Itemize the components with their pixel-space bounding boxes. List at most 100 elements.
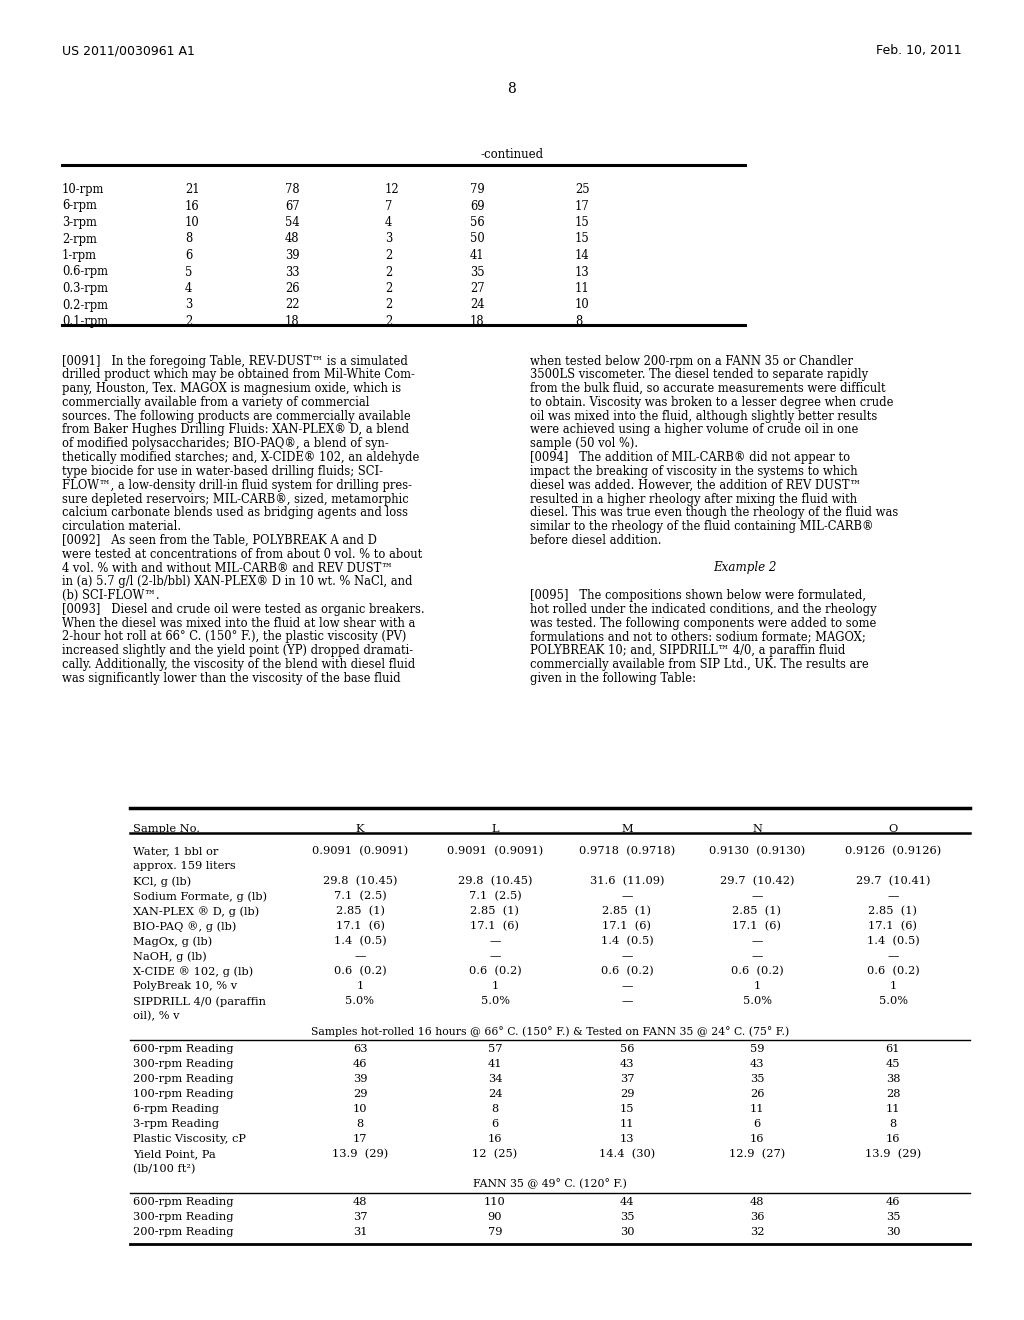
Text: 300-rpm Reading: 300-rpm Reading [133, 1059, 233, 1069]
Text: 2.85  (1): 2.85 (1) [470, 906, 519, 916]
Text: 24: 24 [487, 1089, 502, 1100]
Text: 0.6  (0.2): 0.6 (0.2) [866, 966, 920, 977]
Text: 110: 110 [484, 1197, 506, 1206]
Text: 79: 79 [470, 183, 484, 195]
Text: 46: 46 [886, 1197, 900, 1206]
Text: 44: 44 [620, 1197, 634, 1206]
Text: 0.6  (0.2): 0.6 (0.2) [731, 966, 783, 977]
Text: 2: 2 [185, 315, 193, 327]
Text: 15: 15 [620, 1104, 634, 1114]
Text: 37: 37 [352, 1212, 368, 1222]
Text: 2-rpm: 2-rpm [62, 232, 97, 246]
Text: 6: 6 [185, 249, 193, 261]
Text: 7: 7 [385, 199, 392, 213]
Text: 15: 15 [575, 232, 590, 246]
Text: in (a) 5.7 g/l (2-lb/bbl) XAN-PLEX® D in 10 wt. % NaCl, and: in (a) 5.7 g/l (2-lb/bbl) XAN-PLEX® D in… [62, 576, 413, 589]
Text: 90: 90 [487, 1212, 502, 1222]
Text: 17.1  (6): 17.1 (6) [602, 921, 651, 932]
Text: XAN-PLEX ® D, g (lb): XAN-PLEX ® D, g (lb) [133, 906, 259, 917]
Text: 11: 11 [620, 1119, 634, 1129]
Text: 46: 46 [352, 1059, 368, 1069]
Text: 22: 22 [285, 298, 299, 312]
Text: from Baker Hughes Drilling Fluids: XAN-PLEX® D, a blend: from Baker Hughes Drilling Fluids: XAN-P… [62, 424, 410, 437]
Text: oil was mixed into the fluid, although slightly better results: oil was mixed into the fluid, although s… [530, 409, 878, 422]
Text: 28: 28 [886, 1089, 900, 1100]
Text: Sodium Formate, g (lb): Sodium Formate, g (lb) [133, 891, 267, 902]
Text: —: — [752, 936, 763, 946]
Text: 5.0%: 5.0% [480, 997, 510, 1006]
Text: 31.6  (11.09): 31.6 (11.09) [590, 876, 665, 886]
Text: 6: 6 [492, 1119, 499, 1129]
Text: 2: 2 [385, 298, 392, 312]
Text: 5.0%: 5.0% [345, 997, 375, 1006]
Text: 39: 39 [285, 249, 300, 261]
Text: 2: 2 [385, 315, 392, 327]
Text: —: — [622, 997, 633, 1006]
Text: [0091]   In the foregoing Table, REV-DUST™ is a simulated: [0091] In the foregoing Table, REV-DUST™… [62, 355, 408, 367]
Text: 12  (25): 12 (25) [472, 1148, 517, 1159]
Text: O: O [889, 824, 898, 834]
Text: diesel was added. However, the addition of REV DUST™: diesel was added. However, the addition … [530, 479, 861, 492]
Text: 38: 38 [886, 1074, 900, 1084]
Text: 17.1  (6): 17.1 (6) [470, 921, 519, 932]
Text: 8: 8 [575, 315, 583, 327]
Text: 57: 57 [487, 1044, 502, 1053]
Text: 10: 10 [185, 216, 200, 228]
Text: 0.6  (0.2): 0.6 (0.2) [334, 966, 386, 977]
Text: 16: 16 [487, 1134, 502, 1144]
Text: 26: 26 [285, 282, 299, 294]
Text: commercially available from a variety of commercial: commercially available from a variety of… [62, 396, 370, 409]
Text: KCl, g (lb): KCl, g (lb) [133, 876, 191, 887]
Text: US 2011/0030961 A1: US 2011/0030961 A1 [62, 44, 195, 57]
Text: 24: 24 [470, 298, 484, 312]
Text: 63: 63 [352, 1044, 368, 1053]
Text: 13.9  (29): 13.9 (29) [865, 1148, 922, 1159]
Text: commercially available from SIP Ltd., UK. The results are: commercially available from SIP Ltd., UK… [530, 659, 868, 671]
Text: 4 vol. % with and without MIL-CARB® and REV DUST™: 4 vol. % with and without MIL-CARB® and … [62, 561, 393, 574]
Text: [0094]   The addition of MIL-CARB® did not appear to: [0094] The addition of MIL-CARB® did not… [530, 451, 850, 465]
Text: 50: 50 [470, 232, 484, 246]
Text: [0093]   Diesel and crude oil were tested as organic breakers.: [0093] Diesel and crude oil were tested … [62, 603, 425, 616]
Text: 17.1  (6): 17.1 (6) [732, 921, 781, 932]
Text: 35: 35 [470, 265, 484, 279]
Text: 1: 1 [356, 981, 364, 991]
Text: —: — [489, 950, 501, 961]
Text: MagOx, g (lb): MagOx, g (lb) [133, 936, 212, 946]
Text: 3: 3 [185, 298, 193, 312]
Text: 200-rpm Reading: 200-rpm Reading [133, 1228, 233, 1237]
Text: sample (50 vol %).: sample (50 vol %). [530, 437, 638, 450]
Text: hot rolled under the indicated conditions, and the rheology: hot rolled under the indicated condition… [530, 603, 877, 616]
Text: K: K [355, 824, 365, 834]
Text: 1-rpm: 1-rpm [62, 249, 97, 261]
Text: Example 2: Example 2 [714, 561, 776, 574]
Text: 3-rpm Reading: 3-rpm Reading [133, 1119, 219, 1129]
Text: 600-rpm Reading: 600-rpm Reading [133, 1044, 233, 1053]
Text: 1: 1 [492, 981, 499, 991]
Text: Yield Point, Pa: Yield Point, Pa [133, 1148, 216, 1159]
Text: 6: 6 [754, 1119, 761, 1129]
Text: 17: 17 [352, 1134, 368, 1144]
Text: sources. The following products are commercially available: sources. The following products are comm… [62, 409, 411, 422]
Text: 54: 54 [285, 216, 300, 228]
Text: 2: 2 [385, 282, 392, 294]
Text: 2: 2 [385, 249, 392, 261]
Text: 41: 41 [470, 249, 484, 261]
Text: X-CIDE ® 102, g (lb): X-CIDE ® 102, g (lb) [133, 966, 253, 977]
Text: 43: 43 [750, 1059, 764, 1069]
Text: 0.9091  (0.9091): 0.9091 (0.9091) [446, 846, 543, 857]
Text: drilled product which may be obtained from Mil-White Com-: drilled product which may be obtained fr… [62, 368, 415, 381]
Text: resulted in a higher rheology after mixing the fluid with: resulted in a higher rheology after mixi… [530, 492, 857, 506]
Text: 27: 27 [470, 282, 484, 294]
Text: 0.2-rpm: 0.2-rpm [62, 298, 108, 312]
Text: 2.85  (1): 2.85 (1) [336, 906, 384, 916]
Text: 0.3-rpm: 0.3-rpm [62, 282, 108, 294]
Text: 0.9130  (0.9130): 0.9130 (0.9130) [709, 846, 805, 857]
Text: 16: 16 [185, 199, 200, 213]
Text: 3-rpm: 3-rpm [62, 216, 97, 228]
Text: 30: 30 [886, 1228, 900, 1237]
Text: 16: 16 [886, 1134, 900, 1144]
Text: 32: 32 [750, 1228, 764, 1237]
Text: POLYBREAK 10; and, SIPDRILL™ 4/0, a paraffin fluid: POLYBREAK 10; and, SIPDRILL™ 4/0, a para… [530, 644, 846, 657]
Text: Water, 1 bbl or: Water, 1 bbl or [133, 846, 218, 855]
Text: 1: 1 [754, 981, 761, 991]
